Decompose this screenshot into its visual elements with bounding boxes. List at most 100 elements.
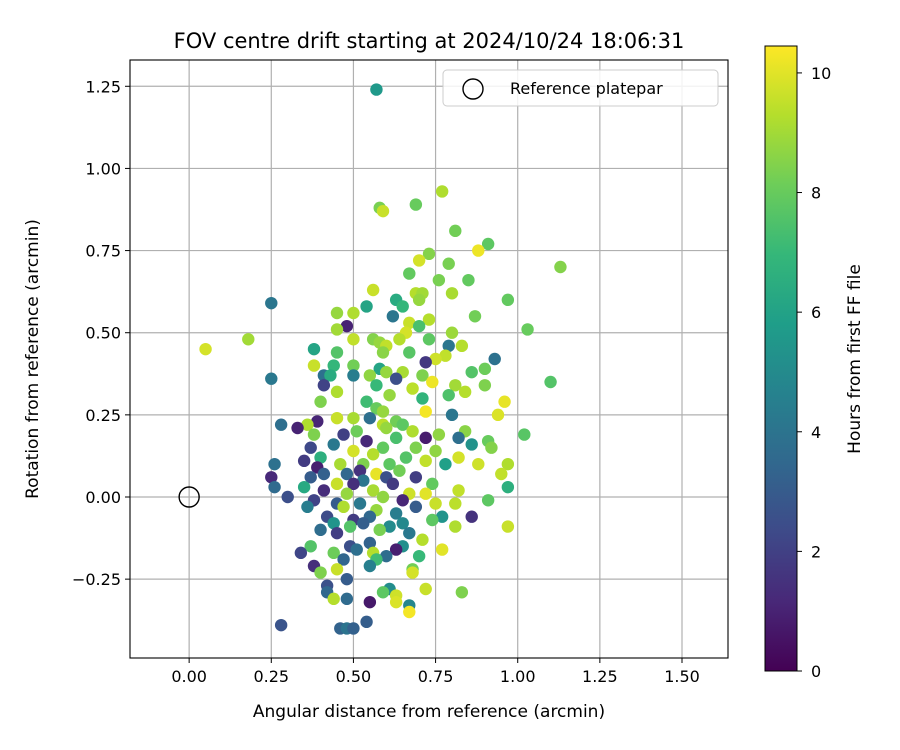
- data-point: [422, 313, 436, 326]
- data-point: [370, 467, 383, 481]
- data-point: [380, 365, 393, 379]
- data-point: [383, 457, 396, 471]
- data-point: [462, 273, 475, 287]
- y-tick-label: 0.50: [85, 324, 121, 343]
- data-point: [330, 563, 344, 576]
- data-point: [268, 480, 281, 494]
- colorbar-gradient: [765, 46, 797, 671]
- data-point: [481, 494, 495, 507]
- data-point: [380, 421, 393, 435]
- data-point: [199, 342, 212, 356]
- data-point: [307, 428, 321, 441]
- x-tick-label: 0.25: [253, 667, 289, 686]
- data-point: [403, 526, 416, 540]
- data-point: [544, 375, 557, 389]
- data-point: [386, 477, 400, 491]
- data-point: [376, 441, 390, 454]
- data-point: [330, 477, 344, 491]
- data-point: [419, 454, 432, 468]
- data-point: [350, 543, 363, 556]
- data-point: [389, 431, 403, 445]
- data-point: [422, 247, 436, 261]
- data-point: [340, 467, 354, 481]
- colorbar-tick-label: 0: [811, 662, 821, 681]
- data-point: [429, 444, 442, 458]
- data-point: [465, 438, 478, 451]
- colorbar-tick-label: 4: [811, 423, 821, 442]
- data-point: [297, 454, 311, 468]
- data-point: [435, 185, 449, 198]
- data-point: [403, 605, 416, 619]
- colorbar-ticks: 0 2 4 6 8 10: [797, 64, 831, 681]
- scatter-points: [199, 83, 567, 635]
- data-point: [314, 523, 327, 537]
- y-tick-label: 1.00: [85, 159, 121, 178]
- data-point: [330, 323, 344, 336]
- data-point: [409, 471, 423, 484]
- data-point: [501, 457, 515, 471]
- data-point: [327, 592, 340, 606]
- data-point: [265, 296, 278, 310]
- data-point: [383, 388, 396, 402]
- data-point: [416, 533, 429, 546]
- colorbar-tick-label: 10: [811, 64, 831, 83]
- data-point: [501, 293, 515, 307]
- data-point: [327, 517, 340, 530]
- data-point: [376, 204, 390, 218]
- data-point: [498, 395, 511, 408]
- legend-box: [442, 69, 719, 107]
- data-point: [314, 451, 327, 464]
- data-point: [449, 379, 462, 392]
- data-point: [307, 359, 321, 372]
- data-point: [370, 379, 383, 392]
- data-point: [330, 411, 344, 425]
- data-point: [449, 224, 462, 238]
- data-point: [445, 326, 459, 339]
- data-point: [347, 444, 360, 458]
- data-point: [449, 497, 462, 510]
- reference-platepar-marker: [178, 486, 200, 508]
- data-point: [452, 484, 465, 497]
- data-point: [363, 536, 377, 550]
- data-point: [311, 415, 324, 428]
- data-point: [343, 520, 357, 533]
- data-point: [268, 457, 281, 471]
- data-point: [396, 517, 409, 530]
- data-point: [304, 540, 317, 553]
- data-point: [429, 352, 442, 366]
- reference-marker-group: [178, 486, 200, 508]
- data-point: [363, 411, 377, 425]
- data-point: [442, 388, 455, 402]
- data-point: [396, 494, 409, 507]
- data-point: [347, 333, 360, 346]
- data-point: [274, 418, 288, 431]
- data-point: [449, 520, 462, 533]
- x-axis-label: Angular distance from reference (arcmin): [253, 702, 605, 722]
- data-point: [265, 372, 278, 385]
- legend: Reference platepar: [442, 69, 719, 107]
- data-point: [337, 500, 350, 514]
- data-point: [357, 474, 370, 487]
- data-point: [297, 480, 311, 494]
- data-point: [485, 441, 498, 454]
- data-point: [432, 273, 446, 287]
- data-point: [419, 582, 432, 596]
- data-point: [403, 267, 416, 280]
- data-point: [481, 237, 495, 251]
- data-point: [363, 595, 377, 609]
- data-point: [416, 369, 429, 382]
- data-point: [422, 333, 436, 346]
- data-point: [458, 385, 472, 399]
- colorbar-frame: [764, 45, 798, 672]
- data-point: [445, 287, 459, 300]
- data-point: [495, 467, 508, 481]
- data-point: [317, 484, 331, 497]
- data-point: [389, 507, 403, 520]
- data-point: [324, 369, 337, 382]
- data-point: [393, 464, 406, 477]
- data-point: [491, 408, 505, 422]
- data-point: [429, 497, 442, 510]
- data-point: [406, 425, 419, 438]
